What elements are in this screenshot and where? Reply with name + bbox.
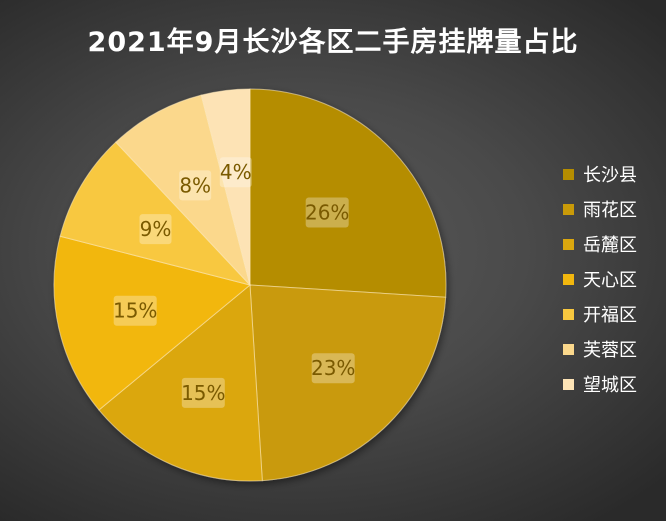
svg-text:15%: 15% bbox=[113, 299, 157, 323]
legend-label: 雨花区 bbox=[583, 200, 637, 221]
data-label: 26% bbox=[305, 197, 349, 228]
legend-swatch bbox=[563, 378, 574, 390]
pie-slice bbox=[59, 141, 252, 286]
data-label: 15% bbox=[181, 377, 226, 408]
legend-swatch bbox=[563, 203, 574, 215]
data-label: 23% bbox=[311, 353, 355, 384]
chart-title: 2021年9月长沙各区二手房挂牌量占比 bbox=[87, 27, 579, 58]
legend-swatch bbox=[563, 308, 574, 320]
legend-swatch bbox=[563, 273, 574, 285]
svg-text:26%: 26% bbox=[305, 201, 349, 225]
data-label: 15% bbox=[113, 295, 157, 326]
legend-item: 岳麓区 bbox=[563, 232, 637, 256]
svg-text:4%: 4% bbox=[220, 160, 252, 184]
legend-item: 雨花区 bbox=[563, 197, 637, 221]
pie-slice bbox=[249, 88, 447, 298]
data-label: 8% bbox=[179, 170, 212, 201]
legend-swatch bbox=[563, 168, 574, 180]
legend-swatch bbox=[563, 343, 574, 355]
pie-slice bbox=[200, 88, 251, 286]
pie-slice bbox=[98, 283, 263, 482]
data-label: 9% bbox=[139, 214, 172, 245]
legend-label: 芙蓉区 bbox=[583, 340, 637, 361]
pie-slice bbox=[115, 94, 251, 286]
legend-item: 天心区 bbox=[563, 267, 637, 291]
svg-text:8%: 8% bbox=[179, 173, 211, 197]
svg-text:23%: 23% bbox=[311, 356, 355, 380]
legend-swatch bbox=[563, 238, 574, 250]
legend-item: 长沙县 bbox=[563, 162, 637, 186]
legend: 长沙县雨花区岳麓区天心区开福区芙蓉区望城区 bbox=[563, 162, 637, 396]
svg-text:9%: 9% bbox=[140, 217, 172, 241]
legend-label: 岳麓区 bbox=[583, 235, 637, 256]
legend-label: 天心区 bbox=[583, 270, 637, 291]
legend-label: 开福区 bbox=[583, 305, 637, 326]
pie-slice bbox=[53, 235, 252, 411]
svg-text:15%: 15% bbox=[181, 381, 225, 405]
pie-slice bbox=[249, 284, 447, 482]
data-label: 4% bbox=[219, 157, 252, 188]
legend-label: 长沙县 bbox=[583, 165, 637, 186]
legend-label: 望城区 bbox=[583, 375, 637, 396]
legend-item: 开福区 bbox=[563, 302, 637, 326]
legend-item: 芙蓉区 bbox=[563, 337, 637, 361]
legend-item: 望城区 bbox=[563, 372, 637, 396]
